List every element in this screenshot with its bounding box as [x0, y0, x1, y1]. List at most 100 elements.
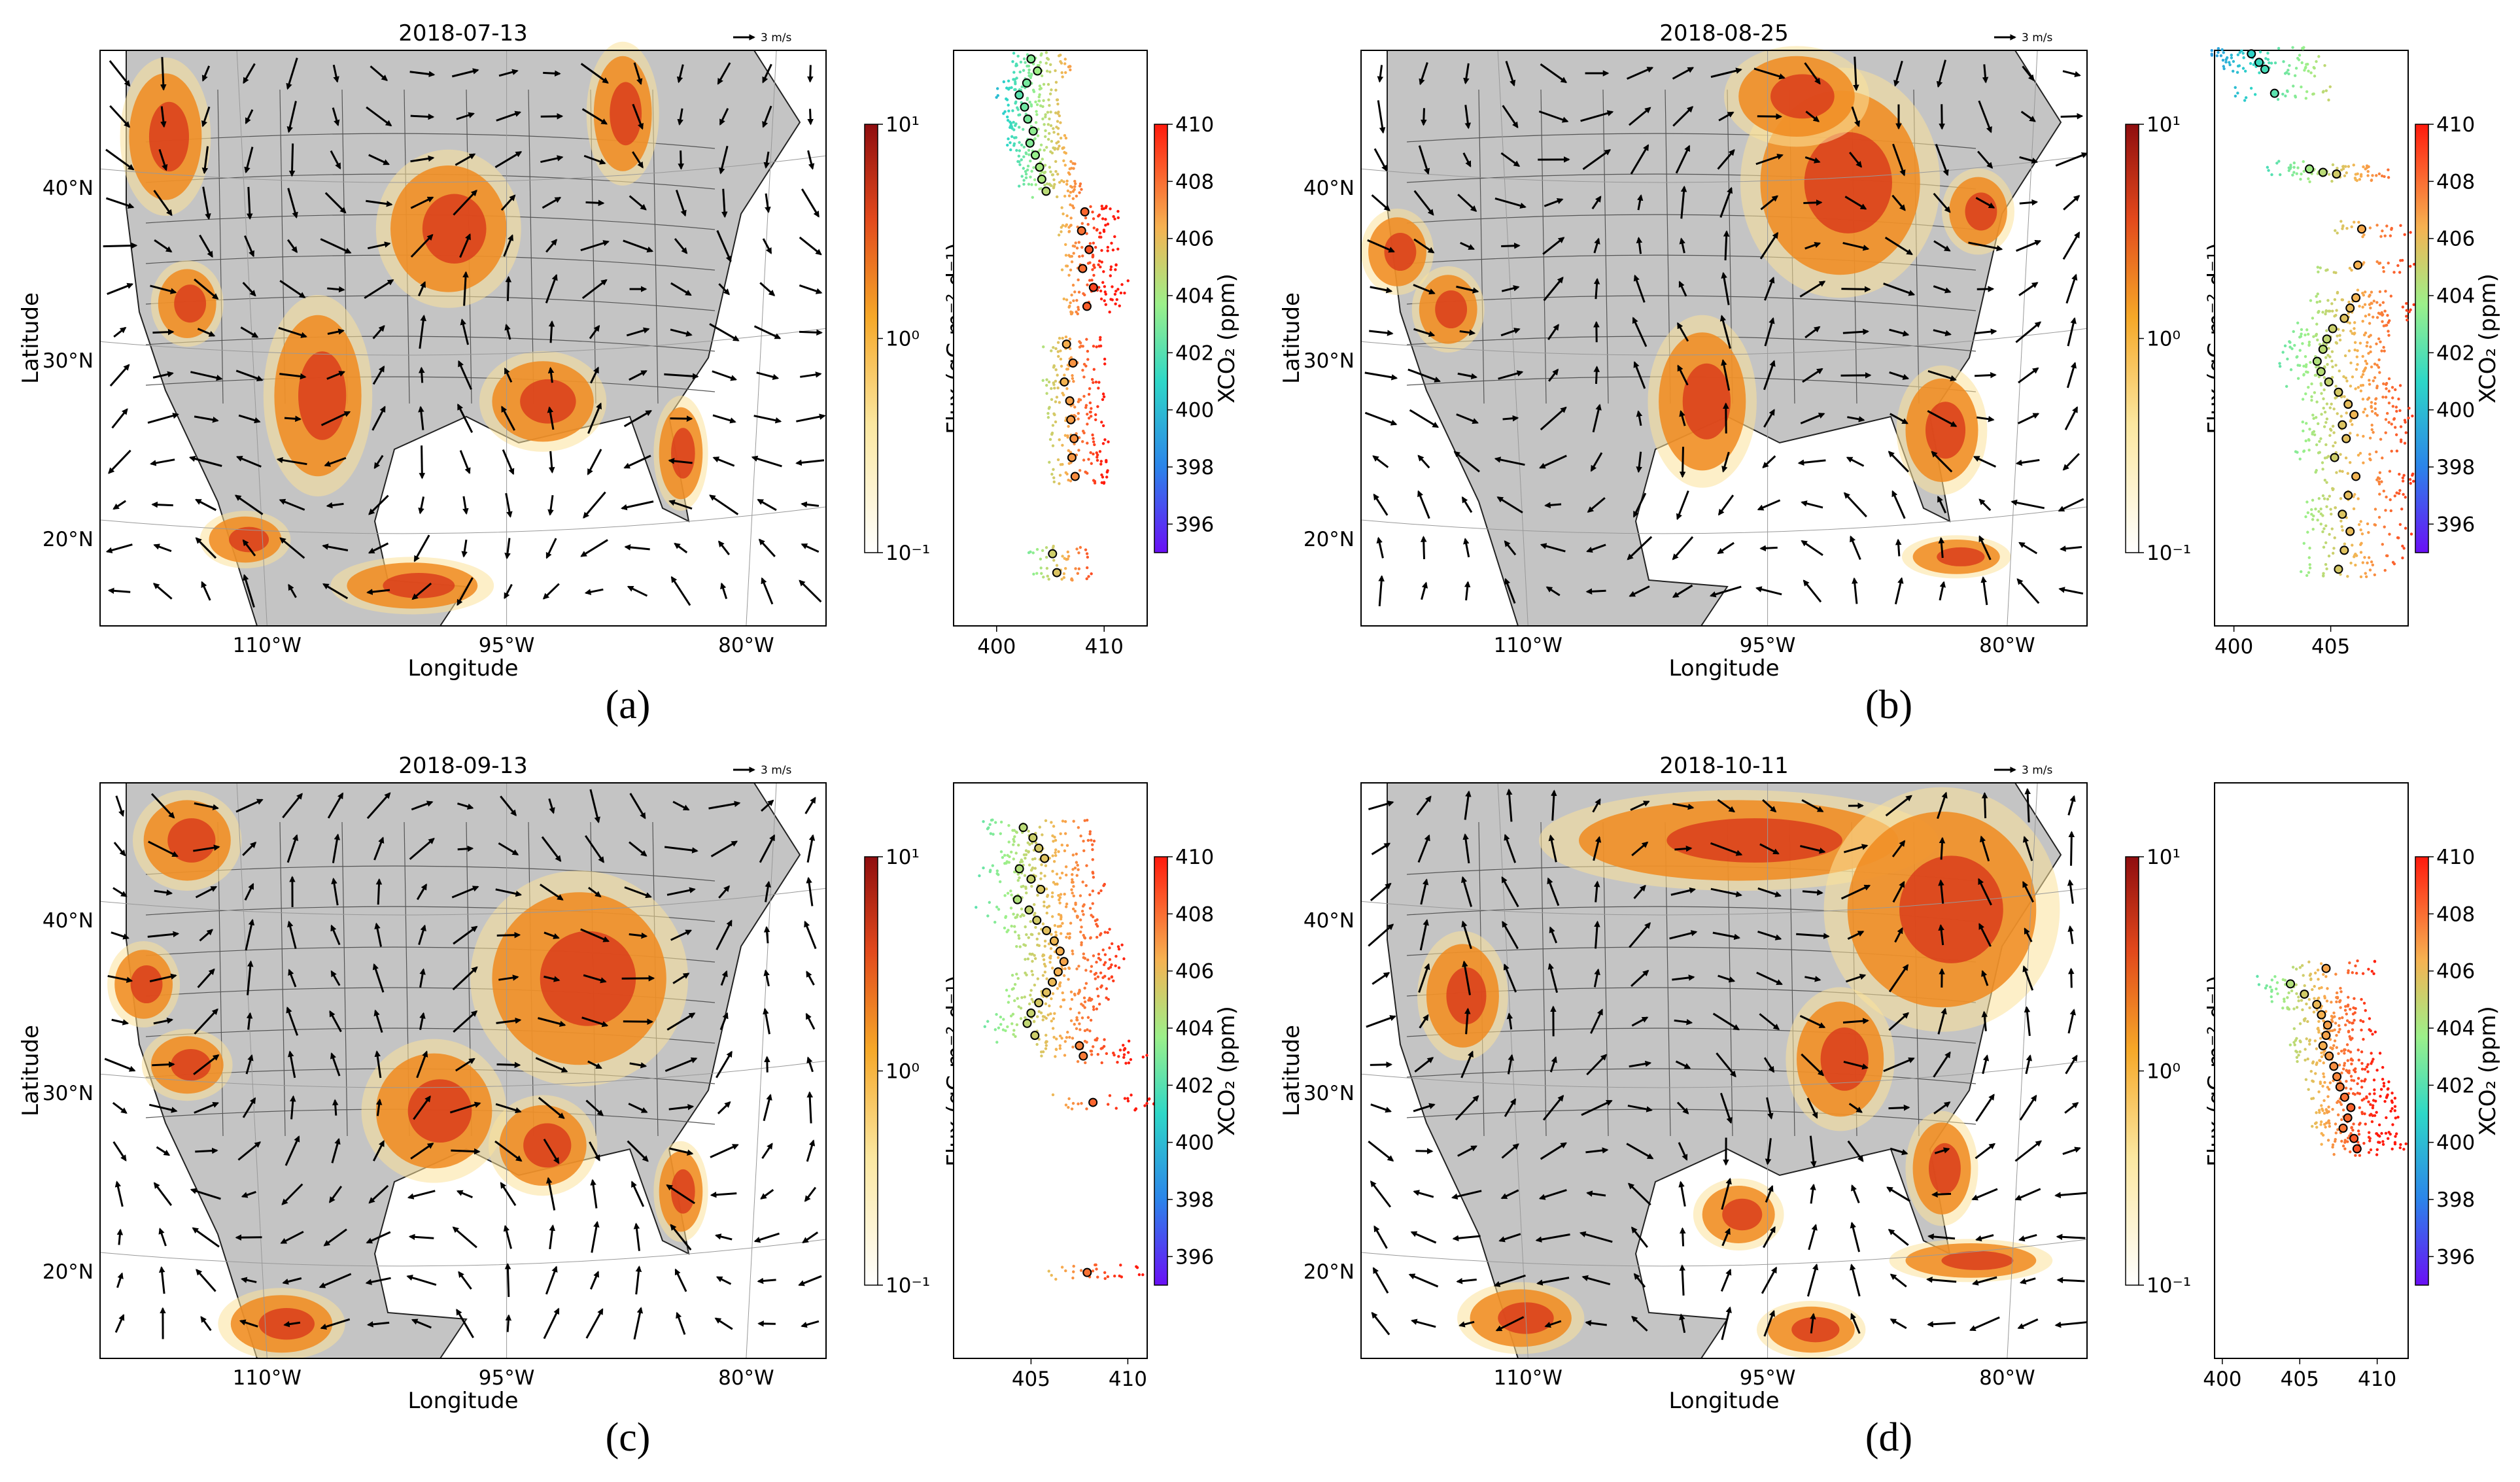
sounding-point [2291, 46, 2294, 49]
sounding-point [2333, 536, 2336, 540]
sounding-point [1030, 169, 1033, 173]
sounding-point [1106, 245, 1110, 249]
xco2-cbar-tick-label: 396 [2436, 1245, 2475, 1269]
sounding-point [2327, 455, 2330, 458]
sounding-point [1056, 387, 1060, 390]
wind-arrow [194, 415, 219, 423]
wind-arrow [1978, 100, 1992, 133]
wind-arrow [674, 238, 688, 254]
sounding-point [2317, 978, 2320, 981]
wind-arrow [1501, 876, 1519, 908]
wind-arrow [245, 1054, 254, 1075]
sounding-point [1071, 197, 1075, 200]
wind-arrow [546, 1177, 556, 1211]
sounding-point [2341, 1016, 2344, 1020]
sounding-point [1062, 180, 1065, 184]
wind-arrow [330, 150, 341, 170]
sounding-point [2288, 345, 2292, 349]
wind-arrow [589, 324, 600, 339]
xco2-mean-point [2286, 979, 2296, 989]
wind-arrow [1672, 106, 1694, 127]
sounding-point [1055, 126, 1058, 129]
wind-arrow [114, 1180, 124, 1207]
wind-arrow [714, 1233, 733, 1241]
sounding-point [2339, 497, 2343, 500]
sounding-point [2398, 489, 2402, 492]
sounding-point [2264, 986, 2268, 990]
xco2-mean-point [1067, 453, 1077, 462]
sounding-point [1017, 937, 1021, 940]
sounding-point [1122, 1056, 1126, 1060]
xco2-cbar-label: XCO₂ (ppm) [2475, 273, 2501, 404]
sounding-point [1091, 915, 1095, 919]
sounding-point [1086, 1016, 1090, 1019]
wind-arrow [153, 1182, 173, 1206]
sounding-point [1063, 819, 1067, 823]
sounding-point [2321, 1109, 2324, 1112]
sounding-point [1076, 572, 1080, 575]
sounding-point [1027, 71, 1031, 75]
sounding-point [2292, 1007, 2296, 1010]
sounding-point [2411, 414, 2414, 418]
xco2-mean-point [1026, 1008, 1036, 1018]
sounding-point [2379, 312, 2382, 316]
wind-arrow [1368, 801, 1394, 810]
sounding-point [2367, 1135, 2371, 1139]
profile-frame [953, 782, 1148, 1359]
sounding-point [2366, 341, 2369, 344]
xco2-mean-point [2324, 377, 2334, 387]
sounding-point [1083, 937, 1087, 940]
wind-arrow [1504, 540, 1517, 556]
sounding-point [2372, 430, 2375, 434]
wind-arrow [495, 888, 523, 897]
sounding-point [1071, 1101, 1075, 1105]
wind-arrow [717, 62, 731, 85]
wind-arrow [670, 1224, 692, 1251]
sounding-point [1050, 173, 1054, 177]
sounding-point [2404, 496, 2407, 499]
sounding-point [2287, 169, 2290, 173]
xco2-mean-point [2322, 1020, 2332, 1030]
sounding-point [1052, 544, 1055, 548]
sounding-point [1052, 1035, 1056, 1039]
sounding-point [1054, 1277, 1058, 1281]
sounding-point [2403, 441, 2407, 445]
sounding-point [1045, 911, 1048, 915]
sounding-point [1103, 438, 1107, 441]
sounding-point [2339, 415, 2343, 418]
sounding-point [2368, 1092, 2372, 1095]
wind-arrow [372, 1140, 385, 1162]
sounding-point [1059, 832, 1062, 835]
wind-arrow [410, 196, 434, 209]
graticule-lat [1360, 1239, 2088, 1267]
sounding-point [1019, 915, 1022, 918]
sounding-point [2321, 461, 2324, 464]
sounding-point [2381, 313, 2384, 317]
sounding-point [2384, 383, 2388, 387]
wind-arrow [669, 1147, 694, 1156]
wind-arrow [278, 326, 307, 338]
sounding-point [1063, 164, 1067, 167]
sounding-point [1059, 1005, 1063, 1008]
sounding-point [986, 1020, 990, 1023]
wind-arrow [411, 801, 434, 811]
sounding-point [1061, 443, 1064, 447]
wind-arrow [1840, 884, 1871, 900]
profile-x-tick-label: 410 [1085, 635, 1124, 659]
wind-arrow [407, 1190, 436, 1199]
wind-arrow [1719, 315, 1731, 349]
sounding-point [2372, 1058, 2375, 1061]
sounding-point [1030, 841, 1034, 845]
wind-arrow [279, 537, 305, 559]
wind-arrow [498, 974, 519, 981]
sounding-point [1048, 131, 1051, 135]
wind-arrow [326, 502, 344, 509]
wind-arrow [664, 373, 699, 379]
sounding-point [1030, 73, 1033, 76]
sounding-point [1055, 195, 1059, 199]
sounding-point [2322, 406, 2325, 410]
sounding-point [1093, 479, 1097, 483]
sounding-point [2344, 1024, 2347, 1027]
wind-arrow [548, 451, 555, 474]
wind-arrow [244, 146, 254, 174]
